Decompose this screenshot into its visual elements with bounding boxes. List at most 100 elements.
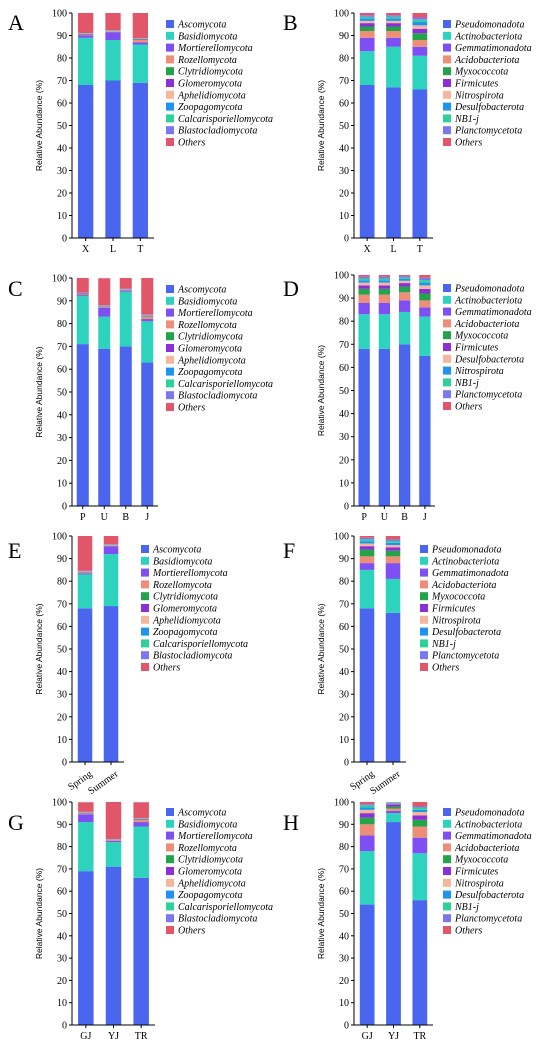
y-tick-label: 0 [344,758,349,769]
legend-entry: Ascomycota [152,545,201,556]
panel-G: G Relative Abundance (%) GJ YJ TR 0 10 20 30 40 50… [8,798,273,1043]
panel-A: A Relative Abundance (%) X L T 0 10 20 30 40 50 60 7… [8,9,273,256]
bar-segment [358,278,370,281]
bar-segment [398,277,411,279]
bar-segment [412,19,428,22]
x-tick-label: YJ [108,1031,119,1042]
legend-swatch [141,639,149,648]
legend-swatch [166,367,174,376]
bar-segment [78,35,94,38]
legend-entry: Desulfobacterota [431,627,501,638]
panel-C: C Relative Abundance (%) P U B J 0 10 20 30 40 50 60… [8,274,273,524]
bar-segment [132,42,148,45]
bar-segment [76,278,89,293]
legend-swatch [443,114,451,123]
legend-entry: Rozellomycota [177,55,237,66]
y-axis-label: Relative Abundance (%) [34,346,44,437]
legend-swatch [443,284,451,292]
y-tick-label: 20 [339,712,349,723]
y-axis-label: Relative Abundance (%) [316,80,326,171]
bar-segment [76,295,89,297]
legend-entry: Others [455,926,482,937]
bar-segment [386,802,401,804]
bar-segment [412,815,428,820]
bar-segment [419,275,431,278]
bar-segment [386,20,401,24]
legend-swatch [443,402,451,410]
bar-segment [398,286,411,293]
legend-entry: Rozellomycota [152,580,212,591]
legend-swatch [166,90,174,99]
legend-entry: Basidiomycota [178,819,237,830]
legend-entry: NB1-j [454,902,479,913]
bar-segment [412,13,428,18]
bar-segment [378,278,391,281]
legend-swatch [166,926,174,934]
legend-swatch [443,31,451,40]
y-tick-label: 50 [57,645,67,656]
bar-segment [77,608,93,762]
legend-swatch [141,580,149,589]
bar-segment [385,612,401,762]
legend-swatch [443,90,451,99]
y-tick-label: 80 [57,54,67,65]
legend-entry: Actinobacteriota [454,295,522,306]
bar-segment [412,802,428,807]
bar-segment [105,866,122,1025]
y-tick-label: 100 [334,798,349,809]
legend-swatch [166,20,174,28]
x-tick-label: U [101,512,109,523]
bar-segment [359,835,375,852]
legend-swatch [166,855,174,864]
x-tick-label: GJ [362,1031,373,1042]
legend-entry: Pseudomonadota [431,545,501,556]
bar-segment [412,46,428,56]
bar-segment [119,291,132,347]
bar-segment [76,296,89,345]
bar-segment [358,348,370,506]
y-tick-label: 40 [57,931,67,942]
bar-segment [105,841,122,843]
legend-swatch [443,102,451,111]
y-tick-label: 50 [57,121,67,132]
legend-swatch [443,926,451,934]
y-tick-label: 80 [339,54,349,65]
bar-segment [358,294,370,303]
bar-segment [412,900,428,1025]
panel-letter: B [283,10,298,35]
y-tick-label: 0 [344,1021,349,1032]
bar-segment [378,282,391,286]
legend-swatch [443,20,451,28]
y-tick-label: 90 [339,820,349,831]
bar-segment [385,556,401,564]
y-tick-label: 50 [339,121,349,132]
panel-letter: A [8,10,24,35]
legend-swatch [166,55,174,64]
bar-segment [359,541,375,544]
legend-entry: Calcarisporiellomycota [178,902,273,913]
legend-swatch [443,902,451,911]
bar-segment [141,321,154,363]
panel-B: B Relative Abundance (%) X L T 0 10 20 30 40 50 60 7… [283,9,532,256]
y-tick-label: 70 [57,342,67,353]
bar-segment [386,18,401,21]
legend-entry: Acidobacteriota [454,55,519,66]
legend-entry: Myxococcota [454,855,508,866]
y-tick-label: 0 [344,234,349,245]
y-tick-label: 20 [57,189,67,200]
legend-entry: Pseudomonadota [454,284,524,295]
legend-swatch [166,138,174,146]
bar-segment [358,275,370,277]
legend-swatch [141,568,149,577]
bar-segment [398,280,411,284]
y-tick-label: 30 [339,166,349,177]
bar-segment [98,307,111,317]
legend-swatch [420,592,428,601]
bar-segment [386,806,401,809]
bar-segment [386,822,401,1025]
bar-segment [77,573,93,575]
bar-segment [359,805,375,808]
legend-swatch [166,114,174,123]
